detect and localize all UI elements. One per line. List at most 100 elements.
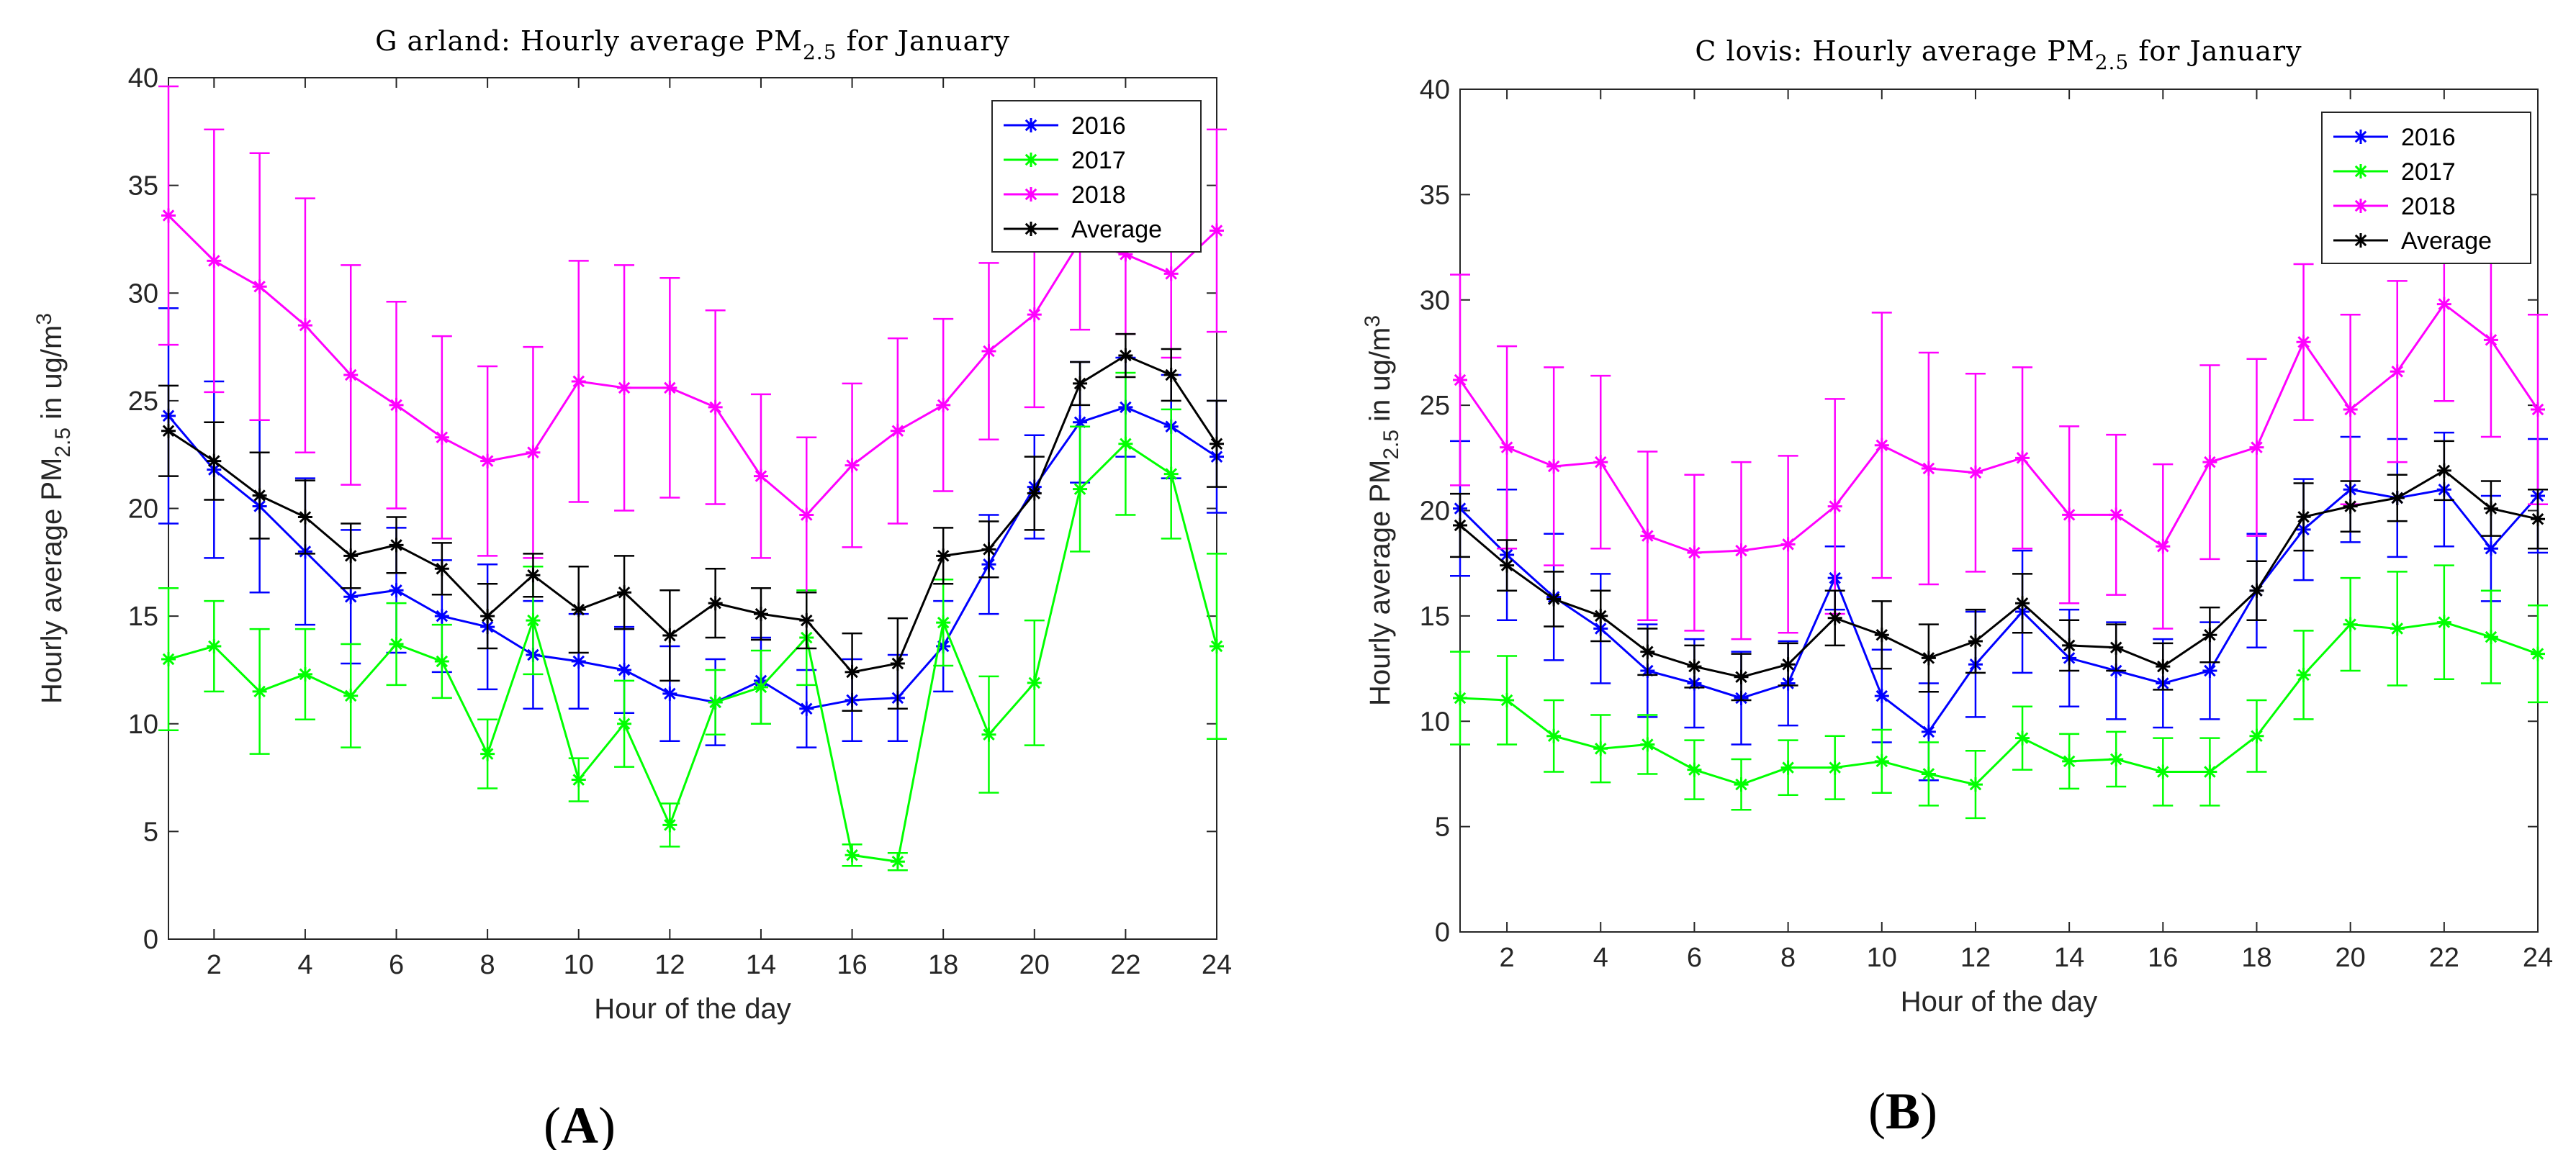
y-tick-label: 35 bbox=[1420, 180, 1450, 210]
data-point-d2 bbox=[2251, 584, 2263, 597]
y-tick-label: 5 bbox=[143, 817, 158, 847]
data-point bbox=[526, 568, 541, 583]
x-tick-label: 2 bbox=[207, 950, 222, 980]
data-point bbox=[161, 651, 176, 666]
data-point-d2 bbox=[208, 255, 220, 267]
data-point-d2 bbox=[801, 702, 813, 715]
data-point-d2 bbox=[2391, 366, 2403, 378]
data-point bbox=[2531, 646, 2545, 661]
data-point bbox=[252, 279, 267, 294]
legend-label: 2018 bbox=[2401, 193, 2456, 220]
data-point-d2 bbox=[618, 717, 631, 730]
data-point-d2 bbox=[2485, 334, 2498, 346]
data-point bbox=[617, 662, 632, 677]
data-point bbox=[799, 507, 814, 522]
y-axis-label-main: Hourly average PM bbox=[36, 458, 68, 704]
data-point-d2 bbox=[2251, 441, 2263, 453]
data-point-d2 bbox=[481, 455, 494, 467]
x-tick-label: 18 bbox=[2241, 943, 2271, 973]
x-tick-label: 12 bbox=[1960, 943, 1991, 973]
data-point-d2 bbox=[983, 345, 995, 358]
series-line bbox=[1459, 488, 2539, 734]
data-point-d2 bbox=[1073, 377, 1086, 390]
data-point bbox=[2436, 463, 2451, 478]
data-point-d2 bbox=[1641, 530, 1654, 542]
x-tick-label: 6 bbox=[1687, 943, 1702, 973]
data-point-d2 bbox=[344, 590, 357, 603]
data-point bbox=[2202, 663, 2217, 678]
data-point-d2 bbox=[2251, 730, 2263, 743]
data-point-d2 bbox=[2016, 452, 2029, 464]
data-point-d2 bbox=[1210, 225, 1223, 237]
data-point bbox=[2156, 539, 2171, 554]
x-tick-label: 10 bbox=[1867, 943, 1897, 973]
data-point-d2 bbox=[891, 657, 904, 670]
data-point-d2 bbox=[436, 655, 449, 668]
data-point bbox=[1640, 644, 1655, 659]
data-point-d2 bbox=[1829, 500, 1841, 512]
data-point-d2 bbox=[891, 425, 904, 438]
data-point-d2 bbox=[709, 597, 721, 610]
x-axis-label: Hour of the day bbox=[594, 993, 791, 1025]
data-point-d2 bbox=[1595, 743, 1607, 755]
data-point bbox=[2436, 296, 2451, 312]
data-point bbox=[981, 727, 996, 742]
data-point bbox=[297, 510, 312, 525]
legend-item: 2018 bbox=[2333, 193, 2456, 220]
legend-label: 2016 bbox=[2401, 124, 2456, 151]
data-point bbox=[2483, 501, 2498, 516]
data-point bbox=[708, 596, 723, 611]
data-point bbox=[252, 488, 267, 503]
data-point bbox=[799, 613, 814, 628]
data-point bbox=[708, 399, 723, 415]
data-point-d2 bbox=[2204, 628, 2216, 641]
data-point bbox=[1827, 499, 1842, 514]
chart-title-main: C lovis: Hourly average PM bbox=[1695, 35, 2094, 67]
data-point-d2 bbox=[801, 509, 813, 521]
panel-label-letter: B bbox=[1886, 1082, 1920, 1140]
data-point bbox=[1027, 486, 1042, 501]
data-point bbox=[1687, 545, 1702, 561]
data-point bbox=[2156, 659, 2171, 674]
data-point-d2 bbox=[390, 539, 402, 551]
data-point-d2 bbox=[1547, 593, 1560, 605]
data-point bbox=[2015, 730, 2030, 746]
data-point bbox=[2202, 455, 2217, 470]
data-point bbox=[662, 628, 677, 643]
panel-label-letter: A bbox=[561, 1097, 598, 1150]
legend: 2016 2017 2018 Average bbox=[991, 100, 1202, 253]
data-point bbox=[753, 679, 768, 694]
data-point bbox=[434, 430, 449, 445]
chart-title: G arland: Hourly average PM2.5 for Janua… bbox=[375, 25, 1010, 64]
y-tick-label: 10 bbox=[1420, 707, 1450, 737]
data-point-d2 bbox=[664, 687, 676, 700]
legend-marker-d2 bbox=[1024, 222, 1037, 235]
data-point bbox=[662, 380, 677, 395]
data-point bbox=[2531, 402, 2545, 417]
data-point-d2 bbox=[1028, 308, 1041, 321]
data-point-d2 bbox=[1120, 349, 1132, 362]
data-point-d2 bbox=[1922, 462, 1935, 475]
data-point-d2 bbox=[1969, 466, 1982, 479]
legend-item: 2016 bbox=[1004, 112, 1126, 140]
data-point-d2 bbox=[1500, 559, 1513, 571]
series-line bbox=[167, 214, 1218, 517]
data-point bbox=[207, 453, 222, 468]
legend-marker-d2 bbox=[2354, 199, 2367, 212]
y-tick-label: 10 bbox=[128, 710, 158, 740]
data-point-d2 bbox=[1028, 676, 1041, 689]
series-line bbox=[1459, 469, 2539, 679]
data-point-d2 bbox=[2344, 500, 2356, 512]
data-point bbox=[1921, 724, 1936, 739]
data-point bbox=[617, 380, 632, 395]
chart-title: C lovis: Hourly average PM2.5 for Januar… bbox=[1695, 35, 2302, 74]
chart-title-main: G arland: Hourly average PM bbox=[375, 25, 803, 57]
data-point-d2 bbox=[1073, 483, 1086, 495]
legend-marker bbox=[2354, 130, 2368, 144]
data-point bbox=[2015, 596, 2030, 611]
legend-marker bbox=[1024, 222, 1038, 236]
data-point bbox=[1453, 517, 1467, 533]
legend-marker-d2 bbox=[1024, 119, 1037, 132]
